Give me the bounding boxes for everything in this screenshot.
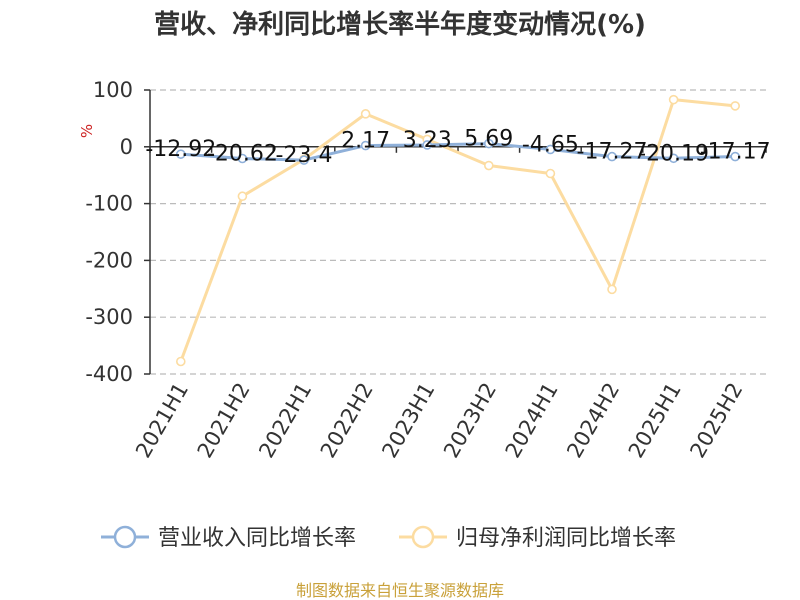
series-0-point[interactable] [483, 138, 494, 149]
data-label: -20.62 [207, 142, 278, 167]
data-label: 2.17 [341, 129, 390, 154]
series-lines [176, 94, 741, 367]
y-axis-unit-label: % [78, 124, 96, 138]
series-0-point[interactable] [422, 140, 433, 150]
legend-label: 归母净利润同比增长率 [456, 526, 676, 551]
series-line-0 [180, 142, 736, 162]
x-tick-label: 2021H2 [193, 379, 255, 463]
legend-marker [113, 525, 137, 549]
legend-marker [411, 525, 435, 549]
series-0-point[interactable] [668, 153, 679, 164]
legend-item-0[interactable]: 营业收入同比增长率 [101, 525, 356, 551]
x-tick-label: 2024H1 [501, 379, 563, 463]
data-label: -20.19 [638, 141, 709, 166]
x-tick-label: 2022H2 [316, 379, 378, 463]
data-label: 5.69 [464, 127, 513, 152]
series-0-point[interactable] [607, 151, 617, 162]
grid-lines [150, 89, 766, 375]
x-tick-label: 2023H2 [439, 379, 501, 463]
series-1-point[interactable] [668, 94, 679, 105]
series-0-point[interactable] [237, 153, 248, 164]
data-labels: -12.92-20.62-23.4 2.17 3.23 5.69 -4.65-17.27… [145, 127, 770, 169]
data-label: -23.4 [276, 143, 333, 168]
y-tick-label: -100 [85, 192, 133, 216]
data-label: 3.23 [403, 128, 452, 153]
chart-title: 营收、净利同比增长率半年度变动情况(%) [154, 9, 646, 40]
series-1-point[interactable] [545, 168, 556, 179]
x-tick-label: 2025H2 [685, 379, 747, 463]
series-1-point[interactable] [360, 109, 371, 119]
x-tick-label: 2025H1 [624, 379, 686, 463]
series-0-point[interactable] [299, 155, 309, 165]
y-tick-label: -300 [85, 305, 133, 329]
x-tick-label: 2023H1 [377, 379, 439, 463]
data-label: -17.17 [700, 140, 771, 165]
data-label: -17.27 [577, 140, 648, 165]
series-0-point[interactable] [360, 140, 371, 151]
series-1-point[interactable] [483, 160, 494, 171]
source-note: 制图数据来自恒生聚源数据库 [296, 581, 504, 600]
series-1-point[interactable] [607, 284, 617, 295]
data-label: -12.92 [145, 137, 216, 162]
x-tick-label: 2024H2 [562, 379, 624, 463]
legend[interactable]: 营业收入同比增长率 归母净利润同比增长率 [101, 525, 676, 551]
series-0-point[interactable] [730, 151, 741, 162]
y-tick-label: 100 [93, 78, 133, 102]
x-tick-label: 2021H1 [131, 379, 193, 463]
series-1-point[interactable] [730, 101, 741, 111]
data-label: -4.65 [522, 132, 579, 157]
y-tick-label: -200 [85, 248, 133, 272]
series-line-1 [179, 98, 736, 363]
legend-label: 营业收入同比增长率 [158, 526, 356, 551]
series-1-point[interactable] [237, 191, 248, 202]
y-tick-label: 0 [120, 135, 133, 159]
legend-item-1[interactable]: 归母净利润同比增长率 [399, 525, 676, 551]
series-1-point[interactable] [176, 356, 186, 367]
x-tick-label: 2022H1 [254, 379, 316, 463]
series-0-point[interactable] [545, 144, 556, 155]
y-tick-label: -400 [85, 362, 133, 386]
series-0-point[interactable] [176, 149, 186, 159]
